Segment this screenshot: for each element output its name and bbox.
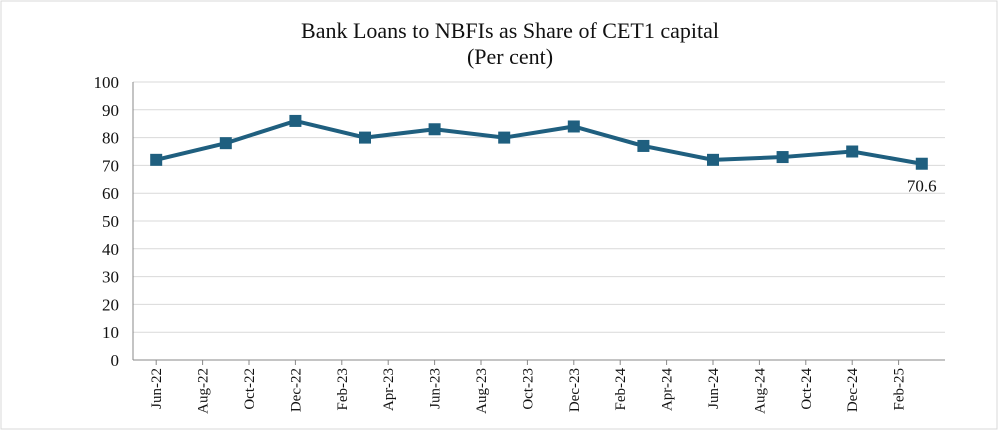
chart-title: Bank Loans to NBFIs as Share of CET1 cap…: [301, 18, 719, 43]
x-tick-label: Apr-23: [381, 368, 397, 411]
x-tick-label: Aug-23: [474, 368, 490, 414]
marker: [219, 137, 232, 150]
marker: [637, 139, 650, 152]
marker: [707, 153, 719, 166]
marker: [428, 123, 441, 136]
x-tick-label: Apr-24: [660, 368, 676, 412]
x-tick-label: Jun-22: [149, 368, 165, 409]
x-tick-label: Aug-24: [752, 368, 768, 414]
y-tick-label: 60: [102, 184, 119, 203]
y-tick-label: 80: [102, 129, 119, 148]
chart-subtitle: (Per cent): [467, 44, 553, 69]
marker: [289, 114, 302, 127]
y-tick-label: 70: [102, 156, 119, 175]
line: [155, 118, 923, 166]
x-tick-label: Feb-25: [892, 368, 908, 411]
x-tick-label: Feb-24: [613, 368, 629, 411]
marker: [498, 131, 511, 144]
x-tick-label: Oct-24: [799, 368, 815, 410]
marker: [846, 145, 859, 158]
marker: [776, 151, 789, 164]
marker: [150, 153, 163, 166]
marker: [567, 120, 580, 133]
y-tick-label: 50: [102, 212, 119, 231]
y-tick-label: 20: [102, 295, 119, 314]
data-label: 70.6: [907, 177, 937, 196]
marker: [915, 157, 928, 170]
x-tick-label: Oct-22: [242, 368, 258, 410]
y-tick-label: 40: [102, 240, 119, 259]
x-tick-label: Oct-23: [520, 368, 536, 410]
y-tick-label: 10: [102, 323, 119, 342]
x-tick-label: Dec-22: [288, 368, 304, 412]
marker: [359, 131, 371, 144]
x-tick-label: Jun-24: [706, 368, 722, 409]
y-tick-label: 30: [102, 268, 119, 287]
y-tick-label: 0: [111, 351, 120, 370]
x-tick-label: Aug-22: [196, 368, 212, 414]
x-tick-label: Dec-24: [845, 368, 861, 413]
y-tick-label: 100: [94, 73, 120, 92]
y-tick-label: 90: [102, 101, 119, 120]
x-tick-label: Dec-23: [567, 368, 583, 412]
x-tick-label: Feb-23: [335, 368, 351, 411]
x-tick-label: Jun-23: [428, 368, 444, 409]
